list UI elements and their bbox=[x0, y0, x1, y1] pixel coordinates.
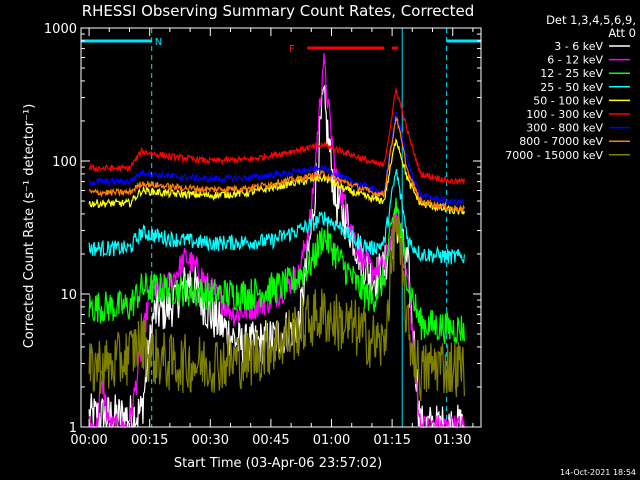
legend-label-5: 100 - 300 keV bbox=[526, 108, 603, 121]
chart-title: RHESSI Observing Summary Count Rates, Co… bbox=[82, 2, 475, 20]
timestamp: 14-Oct-2021 18:54 bbox=[560, 468, 636, 477]
legend-label-4: 50 - 100 keV bbox=[533, 94, 603, 107]
y-tick-label-3: 1000 bbox=[44, 22, 77, 37]
plot-frame bbox=[80, 27, 482, 428]
series-line-3 bbox=[88, 168, 465, 265]
series-line-6 bbox=[88, 110, 465, 208]
series-line-4 bbox=[88, 137, 465, 215]
y-tick-label-2: 100 bbox=[52, 155, 77, 170]
legend-header-line2: Att 0 bbox=[608, 26, 636, 40]
legend-label-2: 12 - 25 keV bbox=[540, 67, 603, 80]
series-line-5 bbox=[88, 86, 465, 185]
x-axis-label: Start Time (03-Apr-06 23:57:02) bbox=[174, 456, 382, 471]
legend-label-0: 3 - 6 keV bbox=[554, 40, 603, 53]
legend-label-3: 25 - 50 keV bbox=[540, 81, 603, 94]
legend-label-1: 6 - 12 keV bbox=[547, 54, 603, 67]
series-line-8 bbox=[88, 214, 465, 401]
x-tick-label-5: 01:15 bbox=[373, 433, 410, 448]
legend-header-line1: Det 1,3,4,5,6,9, bbox=[546, 13, 636, 27]
flare-label: F bbox=[289, 44, 295, 55]
legend-label-7: 800 - 7000 keV bbox=[519, 135, 603, 148]
x-tick-label-0: 00:00 bbox=[70, 433, 107, 448]
y-tick-label-0: 1 bbox=[69, 421, 77, 436]
x-tick-label-6: 01:30 bbox=[434, 433, 471, 448]
legend-label-8: 7000 - 15000 keV bbox=[505, 149, 603, 162]
x-tick-label-2: 00:30 bbox=[192, 433, 229, 448]
night-label: N bbox=[155, 37, 162, 48]
series-line-7 bbox=[88, 116, 465, 213]
x-tick-label-4: 01:00 bbox=[313, 433, 350, 448]
y-axis-label: Corrected Count Rate (s⁻¹ detector⁻¹) bbox=[22, 104, 37, 349]
x-tick-label-1: 00:15 bbox=[131, 433, 168, 448]
plot-area: N F 1 10 100 1000 00:00 00:15 00:30 00:45 01:00 01:… bbox=[44, 22, 482, 448]
x-tick-label-3: 00:45 bbox=[252, 433, 289, 448]
y-tick-label-1: 10 bbox=[60, 288, 77, 303]
legend-label-6: 300 - 800 keV bbox=[526, 122, 603, 135]
